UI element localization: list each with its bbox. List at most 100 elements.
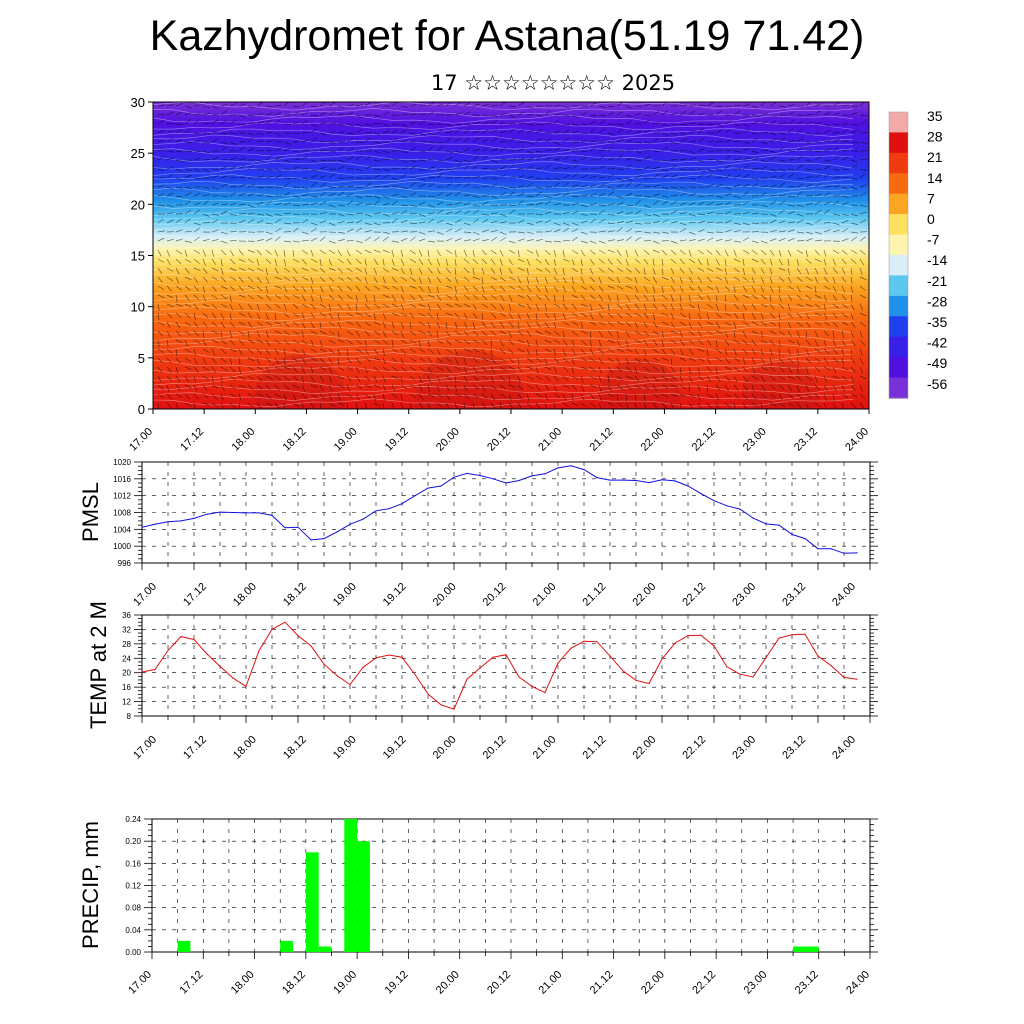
wind-barb: [544, 240, 552, 243]
pmsl-point: [713, 500, 715, 502]
wind-barb: [490, 212, 498, 215]
wind-barb: [382, 321, 387, 329]
wind-barb: [337, 393, 341, 401]
wind-barb: [571, 210, 579, 215]
wind-barb: [841, 129, 849, 134]
wind-barb: [328, 276, 335, 282]
wind-barb: [787, 204, 795, 207]
wind-barb: [805, 384, 810, 392]
wind-barb: [589, 218, 596, 224]
y-tick-label: 20: [131, 197, 145, 212]
wind-barb: [607, 294, 611, 302]
wind-barb: [706, 393, 714, 398]
wind-barb: [517, 384, 524, 391]
wind-barb: [823, 303, 827, 311]
wind-barb: [283, 192, 291, 197]
wind-barb: [337, 213, 345, 217]
wind-barb: [526, 195, 535, 197]
wind-barb: [535, 312, 538, 320]
wind-barb: [850, 130, 858, 134]
wind-barb: [616, 375, 623, 381]
wind-barb: [526, 294, 532, 301]
pmsl-point: [479, 474, 481, 477]
wind-barb: [490, 249, 497, 255]
wind-barb: [292, 186, 300, 189]
wind-barb: [715, 149, 723, 152]
wind-barb: [634, 150, 642, 154]
wind-barb: [382, 168, 390, 171]
wind-barb: [625, 228, 633, 233]
wind-barb: [175, 186, 183, 190]
wind-barb: [715, 375, 721, 382]
wind-barb: [562, 222, 570, 226]
wind-barb: [355, 219, 363, 224]
wind-barb: [418, 221, 426, 224]
wind-barb: [166, 157, 174, 161]
wind-barb: [787, 120, 795, 125]
y-tick-label: 24: [122, 654, 131, 663]
wind-barb: [337, 130, 345, 134]
wind-barb: [310, 249, 314, 257]
wind-barb: [427, 146, 434, 152]
wind-barb: [382, 195, 390, 200]
wind-barb: [157, 140, 165, 143]
wind-barb: [472, 384, 479, 390]
wind-barb: [634, 267, 641, 274]
wind-barb: [823, 348, 830, 355]
wind-barb: [490, 258, 496, 265]
wind-barb: [742, 183, 750, 188]
wind-barb: [553, 192, 561, 197]
wind-barb: [571, 159, 579, 162]
wind-barb: [625, 303, 630, 311]
wind-barb: [733, 330, 736, 338]
wind-barb: [346, 213, 354, 216]
wind-barb: [562, 148, 570, 152]
wind-barb: [859, 192, 867, 197]
wind-barb: [346, 348, 349, 356]
wind-barb: [823, 312, 828, 320]
wind-barb: [787, 321, 792, 329]
wind-barb: [661, 168, 669, 172]
wind-barb: [769, 321, 777, 326]
wind-barb: [319, 175, 327, 179]
wind-barb: [553, 384, 557, 392]
wind-barb: [229, 303, 234, 311]
wind-barb: [778, 357, 784, 364]
wind-barb: [166, 393, 172, 400]
wind-barb: [445, 123, 453, 127]
wind-barb: [346, 185, 354, 188]
wind-barb: [184, 267, 190, 274]
wind-barb: [616, 276, 621, 284]
wind-barb: [535, 393, 543, 397]
wind-barb: [607, 186, 615, 190]
wind-barb: [418, 348, 426, 353]
wind-barb: [175, 366, 179, 374]
wind-barb: [724, 339, 730, 346]
wind-barb: [724, 348, 728, 356]
wind-barb: [571, 303, 577, 310]
wind-barb: [832, 132, 841, 134]
wind-barb: [328, 339, 336, 344]
wind-barb: [157, 114, 166, 116]
wind-barb: [688, 294, 691, 302]
wind-barb: [787, 339, 795, 344]
wind-barb: [499, 303, 504, 311]
y-tick-label: 1004: [113, 525, 131, 534]
wind-barb: [355, 195, 363, 199]
wind-barb: [643, 204, 651, 208]
wind-barb: [517, 393, 523, 400]
wind-barb: [463, 183, 471, 188]
x-tick-label: 20.12: [481, 734, 509, 762]
wind-barb: [733, 104, 741, 107]
y-tick-label: 0.20: [125, 837, 141, 846]
wind-barb: [409, 321, 412, 329]
wind-barb: [823, 276, 829, 283]
y-axis-label: PMSL: [78, 482, 103, 542]
wind-barb: [310, 303, 316, 310]
wind-barb: [670, 210, 678, 215]
wind-barb: [391, 267, 399, 272]
wind-barb: [499, 348, 506, 354]
wind-barb: [220, 110, 227, 116]
wind-barb: [679, 285, 684, 293]
wind-barb: [418, 321, 426, 326]
